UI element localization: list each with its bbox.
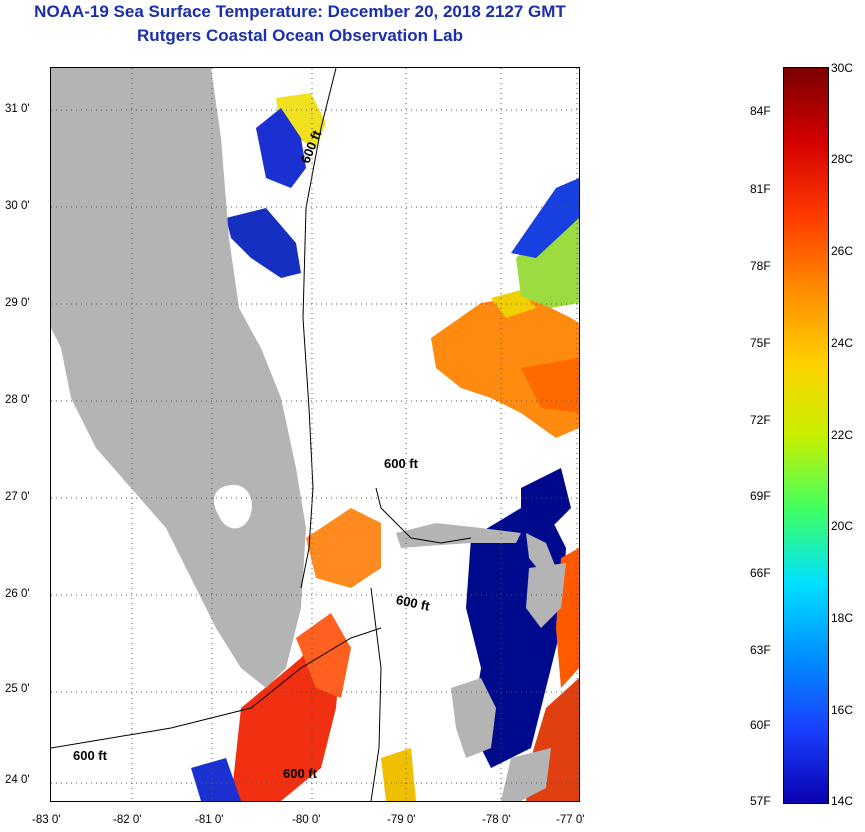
- map-canvas: 600 ft 600 ft 600 ft 600 ft 600 ft: [51, 68, 579, 801]
- isobath-600ft: [51, 68, 472, 801]
- sst-patch-yellow-south: [381, 748, 416, 801]
- lon-label: -81 0': [195, 814, 224, 826]
- bahamas-grand: [396, 523, 521, 548]
- sst-patch-green-east: [516, 208, 579, 308]
- lat-label: 30 0': [5, 200, 30, 212]
- lat-label: 31 0': [5, 103, 30, 115]
- isobath-line-south: [51, 627, 382, 749]
- colorbar-fahrenheit-label: 63F: [750, 643, 771, 657]
- lat-label: 26 0': [5, 588, 30, 600]
- colorbar-fahrenheit-label: 60F: [750, 718, 771, 732]
- bahamas-south: [501, 748, 551, 801]
- colorbar-celsius-label: 22C: [831, 428, 854, 442]
- colorbar-celsius-label: 26C: [831, 244, 854, 258]
- colorbar-fahrenheit-label: 75F: [750, 336, 771, 350]
- colorbar-fahrenheit-label: 81F: [750, 182, 771, 196]
- lat-label: 27 0': [5, 491, 30, 503]
- colorbar-celsius-label: 20C: [831, 519, 854, 533]
- colorbar-celsius-label: 24C: [831, 336, 854, 350]
- landmass: [51, 68, 566, 801]
- isobath-label-east: 600 ft: [395, 592, 432, 614]
- isobath-line-channel: [370, 587, 382, 801]
- isobath-line-east: [375, 487, 472, 544]
- isobath-line-main: [300, 68, 337, 589]
- colorbar-celsius-label: 28C: [831, 152, 854, 166]
- bahamas-andros: [451, 678, 496, 758]
- lon-label: -80 0': [292, 814, 321, 826]
- lon-label: -82 0': [113, 814, 142, 826]
- colorbar-celsius-label: 30C: [831, 61, 854, 75]
- map-title: NOAA-19 Sea Surface Temperature: Decembe…: [34, 2, 566, 21]
- sst-patch-blue-north2: [226, 208, 301, 278]
- sst-map: 600 ft 600 ft 600 ft 600 ft 600 ft: [50, 67, 580, 802]
- lat-label: 29 0': [5, 297, 30, 309]
- temperature-colorbar: [783, 67, 829, 804]
- colorbar-celsius-label: 16C: [831, 703, 854, 717]
- lat-label: 25 0': [5, 683, 30, 695]
- sst-patch-yellow-north: [276, 93, 326, 148]
- colorbar-fahrenheit-label: 78F: [750, 259, 771, 273]
- colorbar-fahrenheit-label: 66F: [750, 566, 771, 580]
- lat-label: 28 0': [5, 394, 30, 406]
- lat-label: 24 0': [5, 774, 30, 786]
- lon-label: -83 0': [32, 814, 61, 826]
- colorbar-fahrenheit-label: 69F: [750, 489, 771, 503]
- bahamas-abaco: [526, 533, 556, 573]
- lon-label: -78 0': [482, 814, 511, 826]
- lon-label: -79 0': [387, 814, 416, 826]
- colorbar-fahrenheit-label: 72F: [750, 413, 771, 427]
- lake-okeechobee: [213, 484, 252, 529]
- lon-label: -77 0': [556, 814, 585, 826]
- sst-patch-orange-edge: [521, 358, 579, 413]
- isobath-label-southwest: 600 ft: [73, 748, 108, 763]
- sst-patch-orange-south: [296, 613, 351, 698]
- sst-patch-blue-east: [511, 178, 579, 258]
- sst-patch-blue-north: [256, 108, 306, 188]
- map-subtitle: Rutgers Coastal Ocean Observation Lab: [137, 26, 463, 45]
- isobath-label-south: 600 ft: [283, 766, 318, 781]
- lat-lon-grid: [51, 68, 579, 801]
- florida-land: [51, 68, 306, 688]
- isobath-label-mid: 600 ft: [384, 456, 419, 471]
- colorbar-celsius-label: 18C: [831, 611, 854, 625]
- colorbar-fahrenheit-label: 57F: [750, 794, 771, 808]
- colorbar-celsius-label: 14C: [831, 794, 854, 808]
- sst-patch-blue-west: [191, 758, 241, 801]
- sst-patch-orange-mid: [306, 508, 381, 588]
- colorbar-fahrenheit-label: 84F: [750, 104, 771, 118]
